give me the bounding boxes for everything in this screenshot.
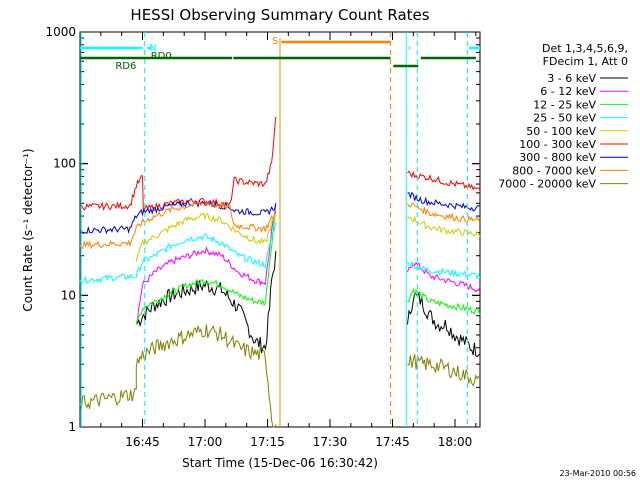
series-line-0-0 [135,251,277,354]
x-tick-label: 16:45 [125,435,160,449]
legend-entry-label: 25 - 50 keV [533,112,596,125]
series-line-5-0 [79,116,277,213]
series-line-4-1 [407,215,481,238]
legend-entry-label: 3 - 6 keV [547,72,596,85]
series-line-4-0 [135,212,277,262]
chart-title: HESSI Observing Summary Count Rates [130,6,429,24]
series-line-7-0 [79,200,277,250]
annotation-label: N [149,43,156,54]
x-axis-label: Start Time (15-Dec-06 16:30:42) [182,456,378,470]
series-line-2-1 [407,288,481,316]
legend-entry-label: 800 - 7000 keV [512,164,596,177]
annotation-label: RD0 [151,51,172,62]
annotation-label: S [272,36,278,47]
x-tick-label: 17:00 [188,435,223,449]
y-tick-label: 100 [53,157,76,171]
y-tick-label: 10 [61,288,76,302]
series-line-0-1 [407,292,481,358]
legend-entry-label: 12 - 25 keV [533,98,596,111]
series-line-5-1 [407,170,481,191]
legend-header: Det 1,3,4,5,6,9, [542,42,628,55]
series-line-8-0 [79,324,277,428]
series-line-1-0 [135,202,277,325]
y-tick-labels: 1 10 100 1000 [45,25,76,434]
x-tick-label: 17:15 [250,435,285,449]
y-axis-label: Count Rate (s⁻¹ detector⁻¹) [21,148,35,311]
series-line-3-0 [79,222,277,285]
series-line-7-1 [407,202,481,223]
y-tick-label: 1 [68,420,76,434]
x-tick-label: 17:45 [375,435,410,449]
series-line-8-1 [407,354,481,387]
series-line-6-0 [79,199,277,235]
legend-entry-label: 300 - 800 keV [519,151,596,164]
legend-entry-label: 7000 - 20000 keV [498,178,596,191]
x-tick-labels: 16:45 17:00 17:15 17:30 17:45 18:00 [125,435,472,449]
legend-header: FDecim 1, Att 0 [543,55,628,68]
tick-layer [79,31,480,428]
legend-entry-label: 100 - 300 keV [519,138,596,151]
legend-entry-label: 50 - 100 keV [526,125,596,138]
timestamp: 23-Mar-2010 00:56 [560,469,637,478]
annotation-label: RD6 [115,61,136,72]
y-tick-label: 1000 [45,25,76,39]
legend: Det 1,3,4,5,6,9,FDecim 1, Att 0 3 - 6 keV… [498,42,628,191]
x-tick-label: 18:00 [438,435,473,449]
x-tick-label: 17:30 [313,435,348,449]
legend-entry-label: 6 - 12 keV [540,85,596,98]
series-line-2-0 [135,210,277,325]
